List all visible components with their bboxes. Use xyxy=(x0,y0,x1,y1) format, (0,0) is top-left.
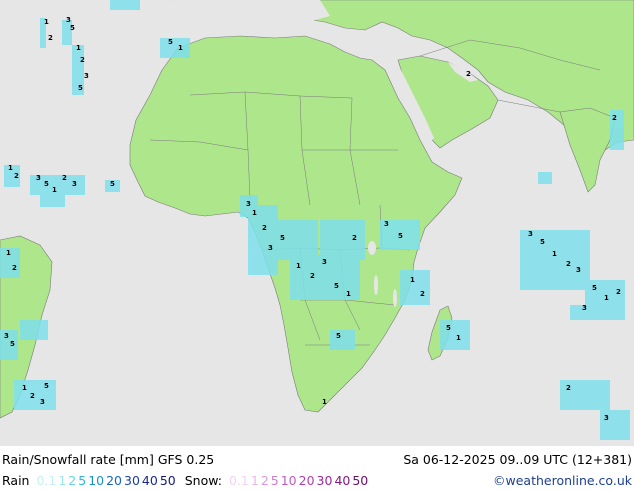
rain-scale: 0.1 1 2 5 10 20 30 40 50 xyxy=(36,473,177,488)
precip-label-42: 3 xyxy=(576,266,581,274)
precip-label-38: 3 xyxy=(528,230,533,238)
precip-label-54: 3 xyxy=(246,200,251,208)
precip-label-1: 2 xyxy=(48,34,53,42)
precip-label-39: 5 xyxy=(540,238,545,246)
precip-label-28: 1 xyxy=(296,262,301,270)
rain-label: Rain xyxy=(2,473,30,488)
snow-value-4: 10 xyxy=(280,473,297,488)
lake-victoria xyxy=(368,241,376,255)
precip-label-55: 5 xyxy=(336,332,341,340)
precip-label-0: 1 xyxy=(44,18,49,26)
precip-label-51: 5 xyxy=(168,38,173,46)
precip-label-16: 1 xyxy=(6,249,11,257)
lake-tanganyika xyxy=(374,275,378,295)
precip-label-7: 5 xyxy=(78,84,83,92)
precip-label-21: 2 xyxy=(30,392,35,400)
precip-label-13: 2 xyxy=(62,174,67,182)
precip-label-2: 3 xyxy=(66,16,71,24)
snow-value-5: 20 xyxy=(298,473,315,488)
precip-label-56: 1 xyxy=(322,398,327,406)
precip-label-14: 3 xyxy=(72,180,77,188)
precip-label-15: 5 xyxy=(110,180,115,188)
precip-label-35: 5 xyxy=(398,232,403,240)
precip-label-17: 2 xyxy=(12,264,17,272)
precip-label-6: 3 xyxy=(84,72,89,80)
lake-malawi xyxy=(393,289,397,307)
precip-label-11: 5 xyxy=(44,180,49,188)
rain-value-8: 50 xyxy=(159,473,176,488)
precip-label-47: 5 xyxy=(446,324,451,332)
precip-label-22: 3 xyxy=(40,398,45,406)
precip-label-37: 2 xyxy=(420,290,425,298)
precip-label-48: 1 xyxy=(456,334,461,342)
precip-label-23: 5 xyxy=(44,382,49,390)
legend-row-bottom: Rain 0.1 1 2 5 10 20 30 40 50 Snow: 0.1 1 2 5 10 20 30… xyxy=(0,470,634,492)
rain-value-4: 10 xyxy=(88,473,105,488)
legend-row-top: Rain/Snowfall rate [mm] GFS 0.25 Sa 06-1… xyxy=(0,449,634,471)
rain-value-7: 40 xyxy=(141,473,158,488)
precip-label-41: 2 xyxy=(566,260,571,268)
precip-label-30: 3 xyxy=(322,258,327,266)
color-scale: Rain 0.1 1 2 5 10 20 30 40 50 Snow: 0.1 1 2 5 10 20 30… xyxy=(2,470,373,492)
rain-value-6: 30 xyxy=(124,473,140,488)
precip-label-50: 3 xyxy=(604,414,609,422)
precip-label-9: 2 xyxy=(14,172,19,180)
precip-label-10: 3 xyxy=(36,174,41,182)
rain-value-3: 5 xyxy=(78,473,87,488)
precip-label-29: 2 xyxy=(310,272,315,280)
precip-label-27: 5 xyxy=(280,234,285,242)
precip-label-24: 1 xyxy=(252,209,257,217)
precip-label-49: 2 xyxy=(566,384,571,392)
map-datetime: Sa 06-12-2025 09..09 UTC (12+381) xyxy=(403,452,632,467)
precip-label-32: 1 xyxy=(346,290,351,298)
snow-value-7: 40 xyxy=(334,473,351,488)
precip-label-33: 2 xyxy=(352,234,357,242)
precip-label-31: 5 xyxy=(334,282,339,290)
precip-label-4: 1 xyxy=(76,44,81,52)
precip-label-26: 3 xyxy=(268,244,273,252)
precip-label-53: 2 xyxy=(612,114,617,122)
rain-value-1: 1 xyxy=(58,473,67,488)
snow-value-6: 30 xyxy=(316,473,333,488)
precip-label-43: 5 xyxy=(592,284,597,292)
rain-areas xyxy=(0,0,630,440)
precip-label-3: 5 xyxy=(70,24,75,32)
india xyxy=(559,107,616,193)
snow-value-1: 1 xyxy=(250,473,259,488)
rain-value-0: 0.1 xyxy=(36,473,57,488)
precip-label-8: 1 xyxy=(8,164,13,172)
snow-scale: 0.1 1 2 5 10 20 30 40 50 xyxy=(229,473,370,488)
site-credit[interactable]: ©weatheronline.co.uk xyxy=(493,473,632,488)
precip-label-40: 1 xyxy=(552,250,557,258)
snow-value-0: 0.1 xyxy=(228,473,249,488)
precip-label-45: 2 xyxy=(616,288,621,296)
precip-label-46: 3 xyxy=(582,304,587,312)
precip-label-52: 1 xyxy=(178,44,183,52)
red-sea xyxy=(396,68,434,142)
precip-label-5: 2 xyxy=(80,56,85,64)
precip-label-25: 2 xyxy=(262,224,267,232)
snow-value-3: 5 xyxy=(270,473,279,488)
map-title: Rain/Snowfall rate [mm] GFS 0.25 xyxy=(2,452,215,467)
persian-gulf xyxy=(448,62,478,82)
precip-label-20: 1 xyxy=(22,384,27,392)
precip-label-34: 3 xyxy=(384,220,389,228)
precip-label-19: 5 xyxy=(10,340,15,348)
mediterranean-sea xyxy=(170,0,330,40)
precip-label-18: 3 xyxy=(4,332,9,340)
precip-label-44: 1 xyxy=(604,294,609,302)
legend-bar: Rain/Snowfall rate [mm] GFS 0.25 Sa 06-1… xyxy=(0,446,634,490)
snow-value-8: 50 xyxy=(352,473,369,488)
rain-value-2: 2 xyxy=(68,473,77,488)
snow-value-2: 2 xyxy=(260,473,269,488)
precip-label-57: 2 xyxy=(466,70,471,78)
precip-label-12: 1 xyxy=(52,186,57,194)
precip-label-36: 1 xyxy=(410,276,415,284)
rain-value-5: 20 xyxy=(106,473,123,488)
snow-label: Snow: xyxy=(184,473,222,488)
